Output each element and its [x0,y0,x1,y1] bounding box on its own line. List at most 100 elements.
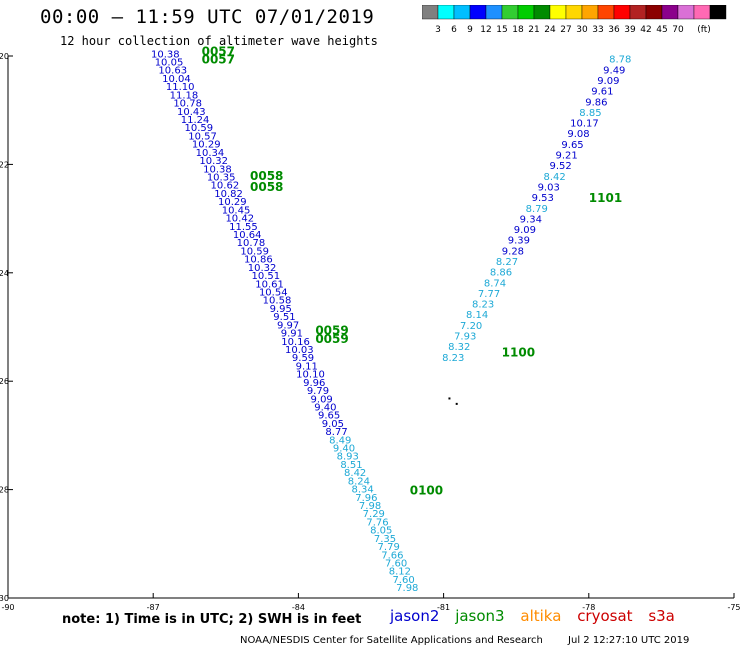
wave-height-label: 11.18 [170,90,199,101]
pass-time-label: 0058 [250,180,283,194]
lon-tick-label: -81 [437,603,450,610]
wave-height-label: 10.78 [173,99,202,110]
colorbar-label: 21 [528,25,539,35]
wave-height-label: 7.20 [460,321,482,332]
colorbar-label: 39 [624,25,636,35]
wave-height-label: 9.79 [307,386,329,397]
wave-height-label: 8.42 [344,468,366,479]
wave-height-label: 7.35 [374,534,396,545]
wave-height-label: 10.58 [263,296,292,307]
wave-height-label: 9.65 [561,140,583,151]
legend-s3a: s3a [648,607,675,625]
wave-height-label: 10.32 [199,156,228,167]
legend-jason2: jason2 [390,607,440,625]
wave-height-label: 7.98 [396,583,418,594]
wave-height-label: 10.45 [222,205,251,216]
wave-height-label: 7.77 [478,289,500,300]
colorbar-label: 12 [480,25,491,35]
wave-height-label: 9.09 [597,76,619,87]
wave-height-label: 10.86 [244,255,273,266]
wave-height-label: 9.96 [303,378,325,389]
wave-height-label: 9.03 [538,182,560,193]
legend-jason3: jason3 [455,607,505,625]
wave-height-label: 8.23 [442,353,464,364]
colorbar-label: 9 [467,25,473,35]
pass-time-label: 1100 [502,345,535,359]
colorbar-label: (ft) [697,25,711,35]
wave-height-label: 8.85 [579,108,601,119]
wave-height-label: 7.96 [355,493,377,504]
wave-height-label: 8.78 [609,55,631,66]
wave-height-label: 10.42 [225,214,254,225]
wave-height-label: 10.63 [158,66,187,77]
legend-cryosat: cryosat [577,607,633,625]
pass-time-label: 0058 [250,169,283,183]
wave-height-label: 8.93 [337,452,359,463]
wave-height-label: 7.93 [454,332,476,343]
colorbar-label: 36 [608,25,620,35]
colorbar-label: 18 [512,25,524,35]
wave-height-label: 8.49 [329,435,351,446]
wave-height-label: 9.05 [322,419,344,430]
pass-time-label: 0057 [202,53,235,67]
wave-height-label: 10.29 [218,197,247,208]
wave-height-label: 7.66 [381,550,403,561]
units-note: note: 1) Time is in UTC; 2) SWH is in fe… [62,612,362,627]
wave-height-label: 7.98 [359,501,381,512]
wave-height-label: 10.64 [233,230,262,241]
wave-height-label: 9.97 [277,320,299,331]
page-subtitle: 12 hour collection of altimeter wave hei… [60,34,378,48]
wave-height-label: 9.91 [281,329,303,340]
wave-height-label: 10.29 [192,140,221,151]
lon-tick-label: -90 [1,603,14,610]
wave-height-label: 8.05 [370,526,392,537]
pass-time-label: 0059 [315,332,348,346]
lat-tick-label: -30 [0,594,9,603]
wave-height-label: 7.76 [366,517,388,528]
colorbar-label: 6 [451,25,457,35]
colorbar-label: 45 [656,25,667,35]
pass-time-label: 1101 [589,191,622,205]
pass-time-label: 0100 [410,484,443,498]
wave-height-label: 8.12 [389,567,411,578]
land-dot [455,402,458,405]
wave-height-label: 9.51 [273,312,295,323]
wave-height-label: 10.62 [211,181,240,192]
wave-height-label: 9.11 [296,361,318,372]
wave-height-label: 9.61 [591,87,613,98]
lat-tick-label: -20 [0,52,9,61]
wave-height-label: 9.49 [603,65,625,76]
wave-height-label: 8.34 [351,485,373,496]
page-title: 00:00 — 11:59 UTC 07/01/2019 [40,6,375,28]
wave-height-label: 9.08 [567,129,589,140]
wave-height-label: 10.17 [570,119,599,130]
lon-tick-label: -87 [147,603,160,610]
wave-height-label: 10.32 [248,263,277,274]
pass-time-label: 0057 [202,45,235,59]
colorbar-label: 27 [560,25,571,35]
wave-height-label: 8.23 [472,300,494,311]
altimeter-map: -20 -22 -24 -26 -28 -30-90 -87 -84 -81 -78 -75 10.3… [0,45,740,610]
wave-height-label: 8.14 [466,310,488,321]
lon-tick-label: -78 [582,603,595,610]
wave-height-label: 10.10 [296,370,325,381]
lon-tick-label: -75 [727,603,740,610]
lat-tick-label: -22 [0,160,9,169]
footer-timestamp: Jul 2 12:27:10 UTC 2019 [568,635,690,646]
wave-height-label: 10.05 [155,58,184,69]
land-dot [448,397,451,400]
wave-height-label: 9.09 [514,225,536,236]
colorbar-label: 33 [592,25,603,35]
wave-height-label: 8.51 [340,460,362,471]
wave-height-label: 9.86 [585,97,607,108]
wave-height-label: 10.04 [162,74,191,85]
wave-height-colorbar: 3 6 9 12 15 18 21 24 27 30 33 36 39 42 45 70 (ft) [422,5,727,35]
wave-height-label: 10.38 [203,164,232,175]
wave-height-label: 10.59 [240,246,269,257]
colorbar-label: 24 [544,25,556,35]
wave-height-label: 8.24 [348,476,370,487]
wave-height-label: 8.79 [526,204,548,215]
lat-tick-label: -26 [0,377,9,386]
wave-height-label: 10.57 [188,131,217,142]
wave-height-label: 8.86 [490,268,512,279]
